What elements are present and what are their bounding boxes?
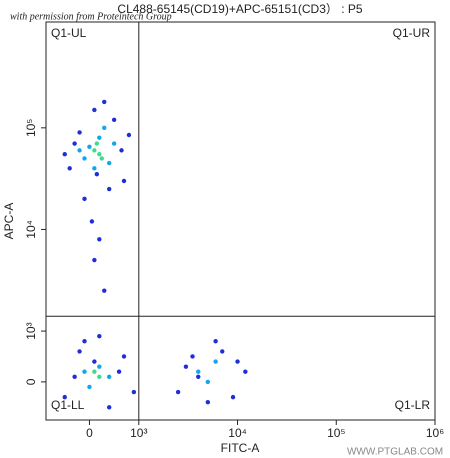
x-tick-label: 10⁶: [426, 426, 444, 440]
event-dot: [89, 219, 95, 224]
quadrant-label: Q1-LL: [51, 398, 85, 412]
quadrant-label: Q1-UR: [393, 26, 431, 40]
event-dot: [87, 144, 92, 150]
event-dot: [106, 374, 112, 380]
event-dot: [82, 339, 87, 344]
y-axis-label: APC-A: [2, 203, 16, 240]
event-dot: [106, 186, 112, 192]
footer: WWW.PTGLAB.COM: [347, 447, 443, 458]
event-dot: [97, 364, 102, 369]
event-dot: [190, 354, 195, 359]
event-dot: [92, 359, 97, 364]
event-dot: [220, 349, 225, 354]
event-dot: [97, 237, 102, 242]
y-tick-label: 10⁴: [24, 220, 38, 239]
event-dot: [77, 148, 82, 153]
event-dot: [87, 384, 92, 390]
event-dot: [116, 369, 122, 374]
y-tick-label: 10⁵: [24, 119, 38, 137]
event-dot: [121, 178, 127, 184]
event-dot: [131, 389, 137, 395]
chart-title: CL488-65145(CD19)+APC-65151(CD3） : P5: [117, 2, 362, 16]
event-dot: [77, 130, 82, 135]
event-dot: [235, 359, 240, 364]
event-dot: [111, 141, 117, 146]
x-axis-label: FITC-A: [221, 441, 260, 455]
event-dot: [92, 369, 97, 374]
event-dot: [183, 364, 189, 369]
event-dot: [106, 405, 112, 410]
event-dot: [119, 148, 124, 153]
event-dot: [97, 333, 102, 339]
event-dot: [92, 107, 97, 113]
event-dot: [196, 369, 201, 374]
event-dot: [175, 389, 181, 395]
event-dot: [82, 369, 87, 374]
event-dot: [77, 349, 82, 354]
event-dot: [213, 359, 218, 364]
event-dot: [102, 99, 107, 105]
event-dot: [94, 171, 100, 177]
quadrant-label: Q1-LR: [395, 398, 431, 412]
event-dot: [97, 152, 102, 157]
plot-frame: [45, 21, 436, 421]
event-dot: [94, 141, 100, 146]
event-dot: [243, 369, 248, 374]
event-dot: [102, 125, 107, 131]
watermark: with permission from Proteintech Group: [10, 11, 172, 22]
x-tick-label: 0: [86, 426, 93, 440]
event-dot: [126, 132, 132, 138]
event-dot: [92, 257, 97, 263]
event-dot: [62, 394, 67, 400]
x-tick-label: 10⁵: [327, 426, 345, 440]
event-dot: [106, 160, 112, 166]
x-tick-label: 10³: [130, 426, 147, 440]
x-tick-label: 10⁴: [228, 426, 247, 440]
quadrant-label: Q1-UL: [51, 26, 87, 40]
event-dot: [111, 117, 117, 122]
event-dot: [72, 141, 77, 146]
event-dot: [97, 374, 102, 380]
y-tick-label: 10³: [24, 322, 38, 339]
event-dot: [213, 339, 218, 344]
event-dot: [205, 400, 211, 405]
event-dot: [92, 148, 97, 153]
event-dot: [82, 156, 87, 161]
event-dot: [97, 135, 102, 140]
event-dot: [121, 354, 127, 359]
event-dot: [67, 166, 72, 171]
event-dot: [99, 156, 104, 161]
event-dot: [92, 166, 97, 171]
event-dot: [230, 394, 236, 400]
y-tick-label: 0: [24, 378, 38, 385]
event-dot: [196, 374, 201, 380]
event-dot: [205, 379, 211, 385]
event-dot: [62, 152, 67, 157]
event-dot: [102, 288, 107, 293]
event-dot: [72, 374, 77, 380]
event-dot: [82, 196, 87, 202]
